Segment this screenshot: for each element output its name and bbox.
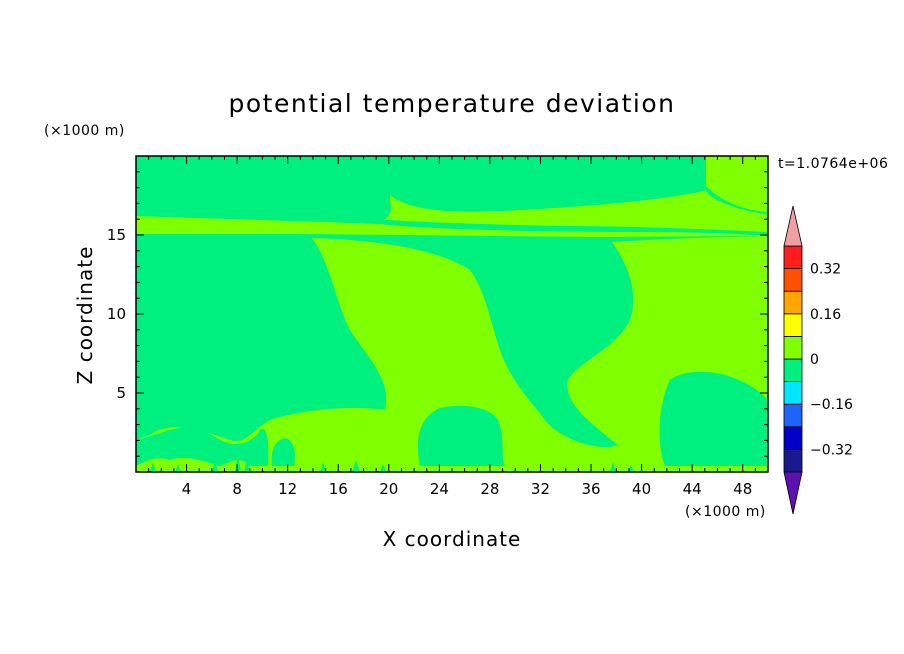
x-tick-label: 36 — [581, 480, 600, 498]
colorbar-segment — [783, 313, 803, 337]
time-label: t=1.0764e+06 — [778, 156, 888, 172]
colorbar-segment — [783, 335, 803, 360]
negative-region-left-bumps — [136, 427, 269, 472]
x-tick-label: 28 — [480, 480, 499, 498]
y-axis-label: Z coordinate — [73, 246, 97, 385]
negative-thin-band — [136, 212, 768, 236]
x-tick-label: 20 — [379, 480, 398, 498]
y-tick-labels: 5 10 15 — [107, 226, 126, 402]
colorbar-segment — [783, 245, 803, 270]
x-tick-label: 48 — [733, 480, 752, 498]
negative-region-lower-blob — [417, 405, 505, 466]
negative-region-right-blob — [712, 418, 768, 466]
bottom-spikes — [150, 455, 634, 472]
y-tick-label: 10 — [107, 305, 126, 323]
colorbar-segment — [783, 448, 803, 473]
colorbar-label: 0 — [810, 352, 819, 368]
colorbar-segment — [783, 403, 803, 428]
colorbar-under-arrow — [783, 471, 803, 515]
colorbar-label: −0.16 — [810, 397, 853, 413]
positive-region-upper-band — [136, 156, 768, 237]
x-tick-label: 44 — [683, 480, 702, 498]
colorbar-segment — [783, 268, 803, 292]
positive-region-central — [136, 236, 768, 472]
x-tick-label: 24 — [430, 480, 449, 498]
x-axis-label: X coordinate — [383, 527, 522, 551]
x-tick-label: 12 — [278, 480, 297, 498]
y-tick-label: 5 — [116, 384, 126, 402]
x-tick-label: 40 — [632, 480, 651, 498]
x-tick-label: 16 — [329, 480, 348, 498]
colorbar-label: −0.32 — [810, 442, 853, 458]
x-tick-label: 4 — [182, 480, 192, 498]
colorbar-over-arrow — [783, 205, 803, 247]
axis-ticks — [136, 156, 768, 472]
colorbar-segment — [783, 290, 803, 315]
x-unit-label: (×1000 m) — [685, 504, 766, 520]
plot-area — [136, 156, 768, 472]
colorbar-labels: 0.32 0.16 0 −0.16 −0.32 — [810, 262, 853, 459]
y-unit-label: (×1000 m) — [44, 123, 125, 139]
x-tick-label: 8 — [232, 480, 242, 498]
negative-region-small-patch — [271, 438, 295, 466]
y-tick-label: 15 — [107, 226, 126, 244]
x-tick-label: 32 — [531, 480, 550, 498]
chart-title: potential temperature deviation — [229, 89, 676, 118]
colorbar-segment — [783, 358, 803, 383]
colorbar-label: 0.32 — [810, 262, 841, 278]
x-tick-labels: 4 8 12 16 20 24 28 32 36 40 44 48 — [182, 480, 752, 498]
colorbar — [783, 205, 803, 515]
colorbar-label: 0.16 — [810, 307, 841, 323]
colorbar-segment — [783, 426, 803, 450]
colorbar-segment — [783, 381, 803, 405]
